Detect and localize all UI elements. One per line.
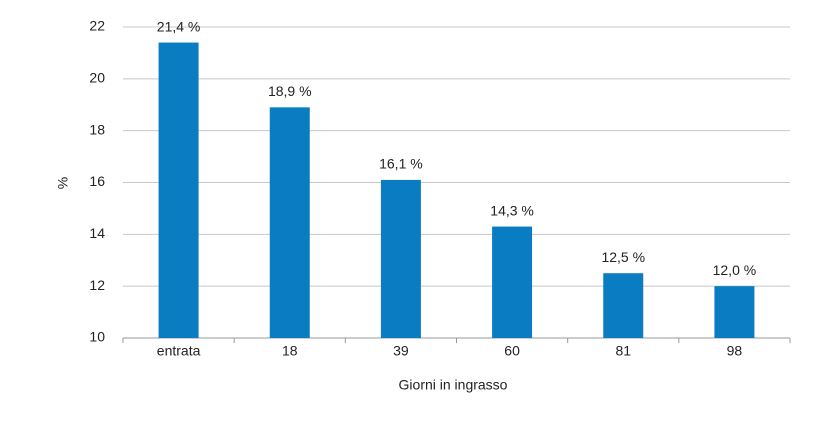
y-tick-label: 12 bbox=[89, 277, 105, 293]
bar bbox=[380, 179, 421, 338]
bar bbox=[158, 42, 199, 339]
bar bbox=[603, 273, 644, 338]
y-tick-label: 18 bbox=[89, 121, 105, 137]
x-tick-label: 18 bbox=[282, 343, 298, 359]
x-axis-label: Giorni in ingrasso bbox=[399, 377, 508, 393]
y-tick-label: 16 bbox=[89, 173, 105, 189]
value-label: 12,5 % bbox=[601, 249, 645, 265]
bar bbox=[492, 226, 533, 338]
y-tick-label: 14 bbox=[89, 225, 105, 241]
y-tick-label: 22 bbox=[89, 18, 105, 34]
value-label: 16,1 % bbox=[379, 156, 423, 172]
x-tick-label: 81 bbox=[615, 343, 631, 359]
bar bbox=[269, 107, 310, 338]
bar bbox=[714, 286, 755, 338]
y-tick-label: 10 bbox=[89, 329, 105, 345]
value-label: 18,9 % bbox=[268, 83, 312, 99]
x-tick-label: 98 bbox=[727, 343, 743, 359]
x-tick-label: 39 bbox=[393, 343, 409, 359]
value-label: 12,0 % bbox=[713, 262, 757, 278]
x-tick-label: entrata bbox=[157, 343, 201, 359]
x-tick-label: 60 bbox=[504, 343, 520, 359]
y-tick-label: 20 bbox=[89, 70, 105, 86]
value-label: 21,4 % bbox=[157, 18, 201, 34]
y-axis-label: % bbox=[55, 177, 71, 189]
value-label: 14,3 % bbox=[490, 202, 534, 218]
